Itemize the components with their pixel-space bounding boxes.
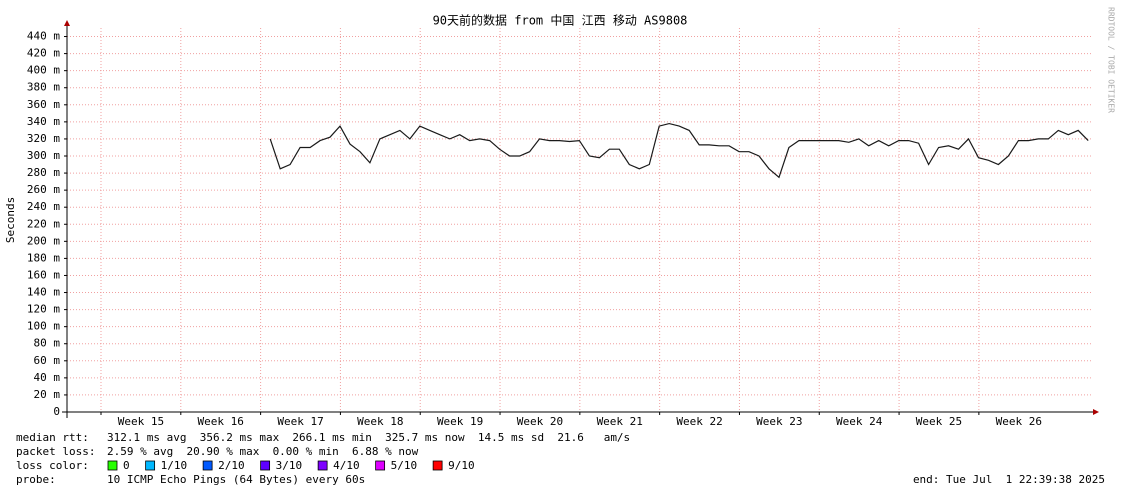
y-tick-label: 220 m (27, 217, 60, 230)
y-tick-label: 120 m (27, 303, 60, 316)
legend-swatch (107, 460, 118, 471)
end-time: end: Tue Jul 1 22:39:38 2025 (913, 473, 1105, 486)
x-tick-label: Week 16 (198, 415, 244, 428)
legend-label: 2/10 (218, 459, 245, 472)
y-tick-label: 400 m (27, 64, 60, 77)
stat-text: 312.1 ms avg 356.2 ms max 266.1 ms min 3… (107, 431, 630, 444)
legend-label: 3/10 (276, 459, 303, 472)
loss-legend-label: loss color: (16, 459, 89, 472)
legend-swatch (317, 460, 328, 471)
y-tick-label: 80 m (34, 337, 61, 350)
y-tick-label: 40 m (34, 371, 61, 384)
y-tick-label: 360 m (27, 98, 60, 111)
stat-label: packet loss: (16, 445, 95, 458)
x-tick-label: Week 26 (996, 415, 1042, 428)
y-tick-label: 280 m (27, 166, 60, 179)
x-tick-label: Week 23 (756, 415, 802, 428)
legend-label: 1/10 (161, 459, 188, 472)
y-tick-label: 20 m (34, 388, 61, 401)
plot (269, 122, 1089, 179)
y-tick-label: 240 m (27, 200, 60, 213)
x-tick-label: Week 18 (357, 415, 403, 428)
stat-label: median rtt: (16, 431, 89, 444)
y-axis-label: Seconds (4, 197, 17, 243)
y-tick-label: 420 m (27, 47, 60, 60)
y-tick-label: 0 (53, 405, 60, 418)
y-tick-label: 300 m (27, 149, 60, 162)
chart-title: 90天前的数据 from 中国 江西 移动 AS9808 (433, 13, 688, 28)
x-tick-label: Week 15 (118, 415, 164, 428)
stat-text: 2.59 % avg 20.90 % max 0.00 % min 6.88 %… (107, 445, 419, 458)
y-axis-arrow (64, 20, 70, 26)
y-tick-label: 380 m (27, 81, 60, 94)
x-tick-label: Week 20 (517, 415, 563, 428)
y-tick-label: 320 m (27, 132, 60, 145)
watermark: RRDTOOL / TOBI OETIKER (1107, 7, 1116, 113)
y-tick-label: 100 m (27, 320, 60, 333)
x-tick-label: Week 24 (836, 415, 883, 428)
probe-label: probe: (16, 473, 56, 486)
grid (64, 28, 1093, 415)
legend-swatch (145, 460, 156, 471)
legend-label: 4/10 (333, 459, 360, 472)
x-tick-label: Week 21 (597, 415, 643, 428)
y-tick-label: 60 m (34, 354, 61, 367)
legend-swatch (375, 460, 386, 471)
x-axis-arrow (1093, 409, 1099, 415)
y-tick-label: 180 m (27, 251, 60, 264)
x-tick-label: Week 22 (676, 415, 722, 428)
x-tick-label: Week 25 (916, 415, 962, 428)
median-line (269, 122, 1089, 179)
y-tick-label: 160 m (27, 268, 60, 281)
y-tick-label: 440 m (27, 30, 60, 43)
y-tick-label: 340 m (27, 115, 60, 128)
legend-swatch (432, 460, 443, 471)
legend-label: 0 (123, 459, 130, 472)
probe-text: 10 ICMP Echo Pings (64 Bytes) every 60s (107, 473, 365, 486)
legend-label: 9/10 (448, 459, 475, 472)
y-tick-label: 200 m (27, 234, 60, 247)
y-tick-label: 140 m (27, 286, 60, 299)
legend-swatch (260, 460, 271, 471)
y-tick-label: 260 m (27, 183, 60, 196)
legend-label: 5/10 (391, 459, 418, 472)
legend-swatch (202, 460, 213, 471)
x-tick-label: Week 17 (277, 415, 323, 428)
footer: median rtt: 312.1 ms avg 356.2 ms max 266… (16, 431, 1105, 486)
x-tick-label: Week 19 (437, 415, 483, 428)
